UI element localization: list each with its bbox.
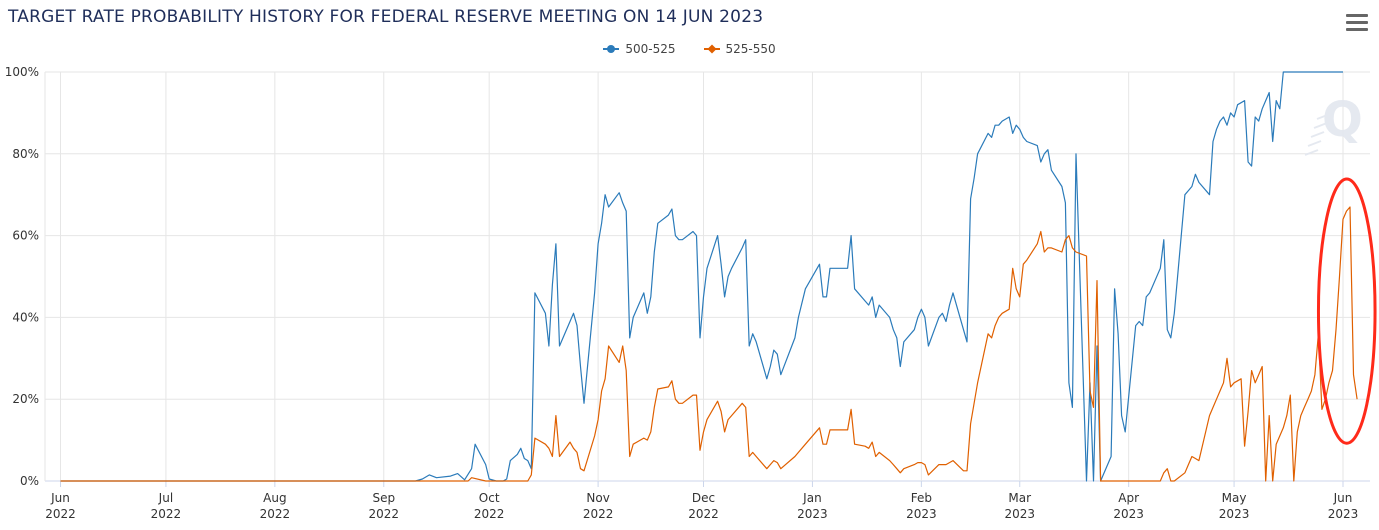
- watermark-logo: Q: [1304, 92, 1363, 156]
- chart-title: TARGET RATE PROBABILITY HISTORY FOR FEDE…: [8, 7, 764, 27]
- x-tick-label: Apr: [1118, 491, 1139, 505]
- x-tick-label: Aug: [263, 491, 286, 505]
- x-tick-label: Oct: [479, 491, 500, 505]
- x-tick-label: 2022: [45, 507, 76, 521]
- hamburger-menu-icon[interactable]: [1346, 14, 1368, 34]
- x-tick-label: Dec: [692, 491, 715, 505]
- x-tick-label: Jan: [802, 491, 822, 505]
- x-tick-label: Feb: [911, 491, 932, 505]
- watermark-stroke: [1313, 122, 1328, 129]
- x-tick-label: Jul: [158, 491, 173, 505]
- x-tick-label: Jun: [50, 491, 70, 505]
- series-line-500-525: [60, 71, 1343, 482]
- legend-label: 525-550: [725, 42, 776, 56]
- x-tick-label: Sep: [372, 491, 395, 505]
- highlight-ellipse: [1316, 177, 1377, 445]
- watermark-stroke: [1310, 131, 1325, 138]
- y-tick-label: 20%: [12, 392, 39, 406]
- x-tick-label: 2023: [1219, 507, 1250, 521]
- watermark-stroke: [1316, 113, 1331, 120]
- x-tick-label: May: [1222, 491, 1247, 505]
- y-tick-label: 40%: [12, 310, 39, 324]
- legend-circle-icon: [603, 43, 620, 55]
- x-tick-label: 2023: [797, 507, 828, 521]
- x-tick-label: 2022: [260, 507, 291, 521]
- y-tick-label: 80%: [12, 147, 39, 161]
- chart-legend: 500-525 525-550: [0, 42, 1379, 56]
- watermark-q: Q: [1322, 92, 1363, 148]
- legend-label: 500-525: [625, 42, 676, 56]
- x-tick-label: Mar: [1008, 491, 1031, 505]
- x-tick-label: 2023: [1328, 507, 1359, 521]
- x-tick-label: 2022: [151, 507, 182, 521]
- x-tick-label: 2022: [368, 507, 399, 521]
- legend-item-525-550[interactable]: 525-550: [703, 42, 776, 56]
- x-tick-label: Jun: [1333, 491, 1353, 505]
- x-tick-label: Nov: [586, 491, 609, 505]
- x-tick-label: 2023: [906, 507, 937, 521]
- y-tick-label: 60%: [12, 229, 39, 243]
- x-tick-label: 2023: [1113, 507, 1144, 521]
- x-tick-label: 2022: [688, 507, 719, 521]
- gridlines: [45, 71, 1370, 482]
- legend-diamond-icon: [703, 43, 720, 55]
- watermark-stroke: [1304, 149, 1319, 156]
- series-line-525-550: [60, 206, 1358, 482]
- watermark-stroke: [1307, 140, 1322, 147]
- y-tick-label: 100%: [5, 65, 39, 79]
- x-tick-label: 2022: [583, 507, 614, 521]
- legend-item-500-525[interactable]: 500-525: [603, 42, 676, 56]
- x-tick-label: 2023: [1004, 507, 1035, 521]
- y-tick-label: 0%: [20, 474, 39, 488]
- x-tick-label: 2022: [474, 507, 505, 521]
